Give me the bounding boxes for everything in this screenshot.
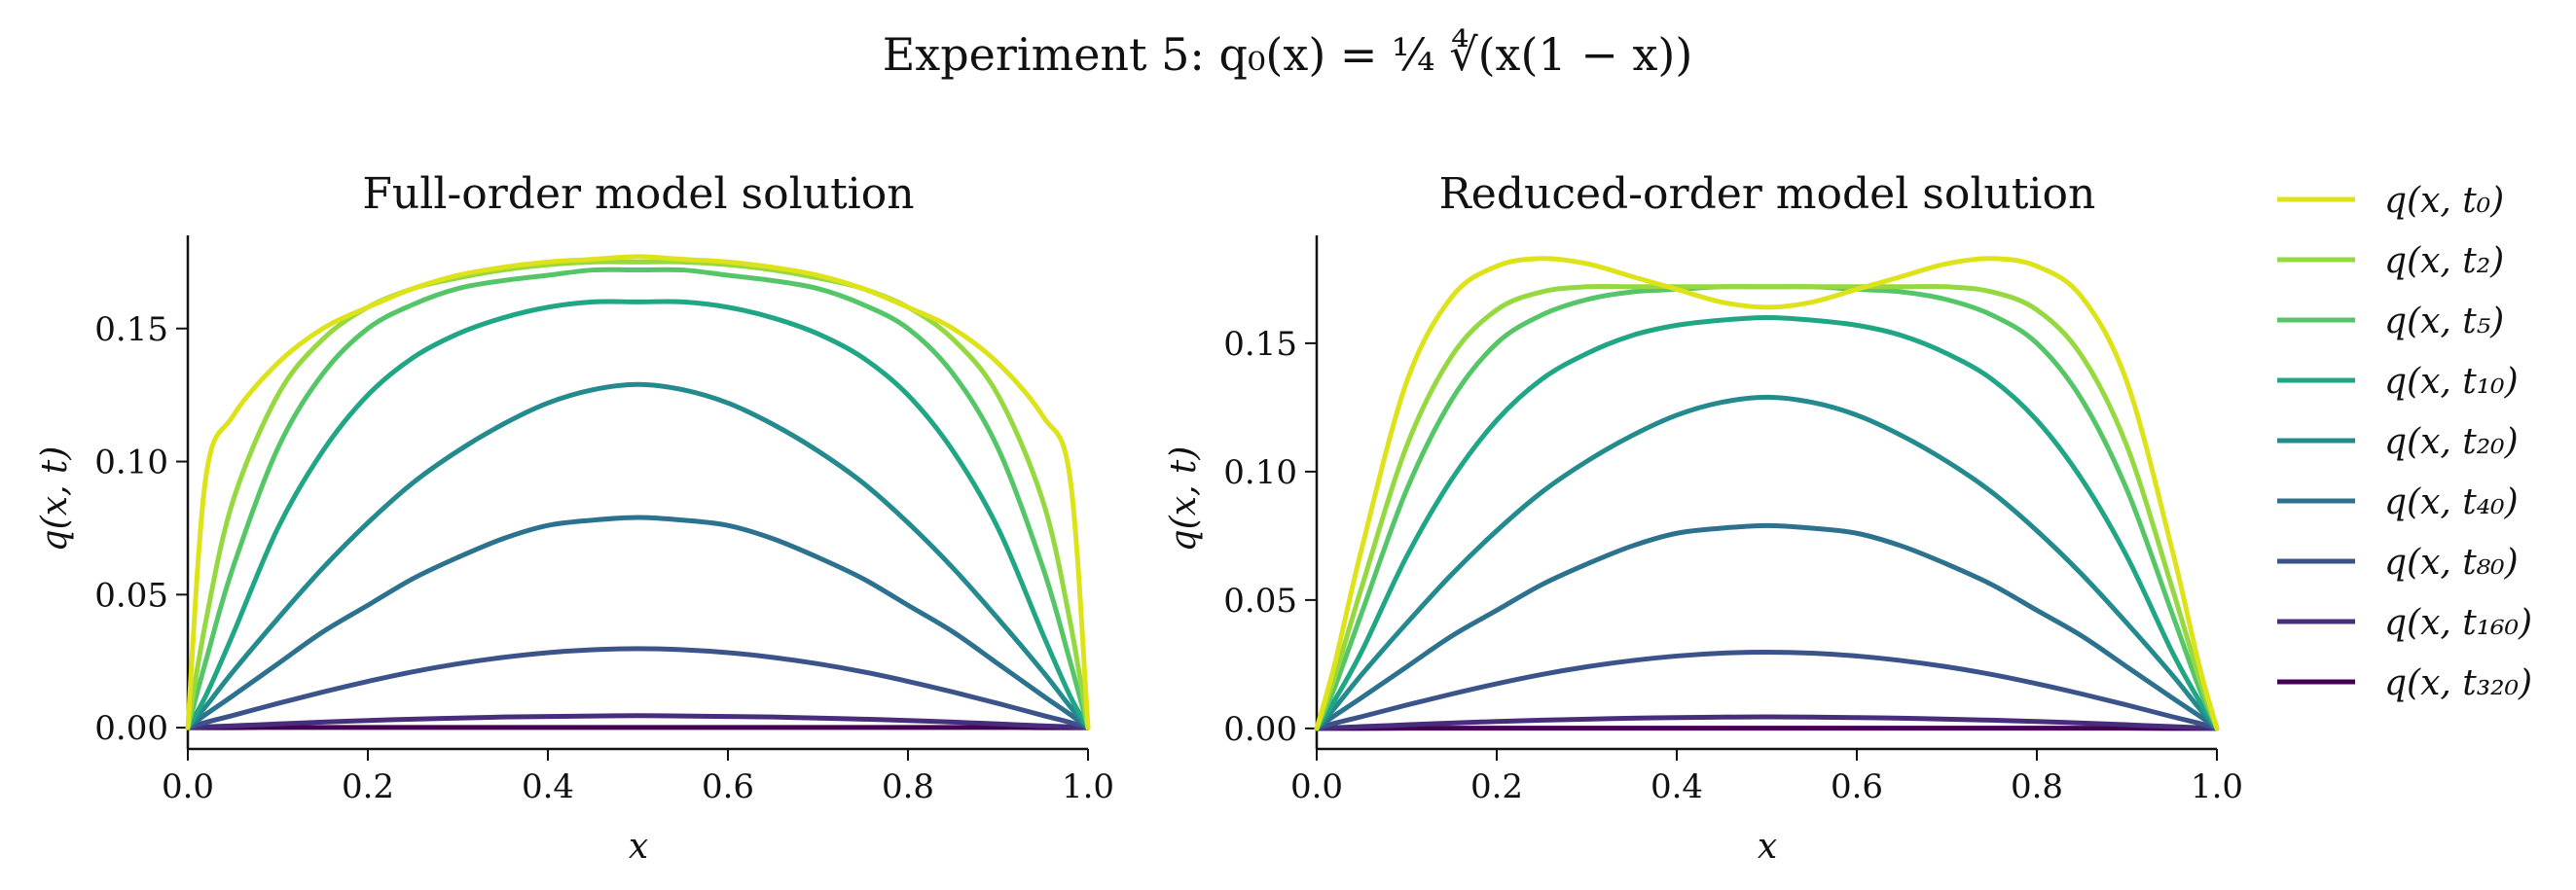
series-line xyxy=(185,381,1091,730)
x-tick-label: 0.6 xyxy=(1831,767,1883,806)
series-line xyxy=(1314,283,2220,731)
legend-entry: q(x, t₁₆₀) xyxy=(2384,603,2532,643)
x-tick-label: 0.2 xyxy=(1470,767,1523,806)
x-tick-label: 0.4 xyxy=(1651,767,1703,806)
x-tick-label: 1.0 xyxy=(1062,767,1114,806)
legend-entry: q(x, t₀) xyxy=(2384,181,2504,221)
x-tick-label: 1.0 xyxy=(2191,767,2243,806)
series-line xyxy=(1314,649,2220,731)
legend-entry: q(x, t₂) xyxy=(2384,241,2504,281)
series-line xyxy=(185,515,1091,730)
reduced-order-ticks: 0.0 0.2 0.4 0.6 0.8 1.0 0.00 0.05 0.10 0.15 xyxy=(1223,325,2243,806)
series-line xyxy=(185,299,1091,730)
reduced-order-axes xyxy=(1315,235,2217,751)
x-tick-label: 0.4 xyxy=(522,767,574,806)
series-line xyxy=(1314,522,2220,731)
legend-entry: q(x, t₅) xyxy=(2384,302,2504,341)
full-order-lines xyxy=(185,254,1091,730)
x-tick-label: 0.2 xyxy=(342,767,394,806)
legend-entry: q(x, t₄₀) xyxy=(2384,482,2519,522)
x-tick-label: 0.8 xyxy=(2011,767,2063,806)
full-order-ticks: 0.0 0.2 0.4 0.6 0.8 1.0 0.00 0.05 0.10 0.15 xyxy=(94,310,1114,806)
series-line xyxy=(1314,714,2220,731)
legend-entry: q(x, t₂₀) xyxy=(2384,422,2519,462)
full-order-axes xyxy=(186,235,1088,751)
reduced-order-lines xyxy=(1314,256,2220,731)
legend-entry: q(x, t₈₀) xyxy=(2384,543,2519,583)
series-line xyxy=(185,713,1091,730)
y-tick-label: 0.10 xyxy=(94,444,168,482)
y-tick-label: 0.00 xyxy=(1223,710,1297,749)
series-line xyxy=(1314,256,2220,731)
x-tick-label: 0.6 xyxy=(702,767,754,806)
figure-title: Experiment 5: q₀(x) = ¼ ∜(x(1 − x)) xyxy=(883,28,1693,81)
y-tick-label: 0.15 xyxy=(94,310,168,349)
y-tick-label: 0.05 xyxy=(1223,582,1297,621)
legend-entry: q(x, t₁₀) xyxy=(2384,362,2519,402)
series-line xyxy=(1314,394,2220,731)
y-tick-label: 0.00 xyxy=(94,709,168,748)
y-tick-label: 0.10 xyxy=(1223,453,1297,492)
x-tick-label: 0.0 xyxy=(162,767,214,806)
legend: q(x, t₀) q(x, t₂) q(x, t₅) q(x, t₁₀) q(x, t₂… xyxy=(2277,181,2532,703)
series-line xyxy=(185,259,1091,730)
full-order-y-axis-label: q(x, t) xyxy=(35,446,75,552)
y-tick-label: 0.15 xyxy=(1223,325,1297,364)
full-order-panel: Full-order model solution 0.0 0.2 0.4 0.6 0.… xyxy=(35,169,1114,867)
y-tick-label: 0.05 xyxy=(94,576,168,615)
full-order-x-axis-label: x xyxy=(629,827,648,867)
x-tick-label: 0.0 xyxy=(1290,767,1343,806)
full-order-panel-title: Full-order model solution xyxy=(362,169,914,219)
x-tick-label: 0.8 xyxy=(882,767,934,806)
series-line xyxy=(185,646,1091,730)
legend-entry: q(x, t₃₂₀) xyxy=(2384,663,2532,703)
series-line xyxy=(185,267,1091,730)
reduced-order-y-axis-label: q(x, t) xyxy=(1164,446,1204,552)
series-line xyxy=(185,254,1091,730)
reduced-order-panel-title: Reduced-order model solution xyxy=(1439,169,2096,219)
series-line xyxy=(1314,314,2220,731)
reduced-order-x-axis-label: x xyxy=(1758,827,1777,867)
reduced-order-panel: Reduced-order model solution 0.0 0.2 0.4 0.… xyxy=(1164,169,2243,867)
